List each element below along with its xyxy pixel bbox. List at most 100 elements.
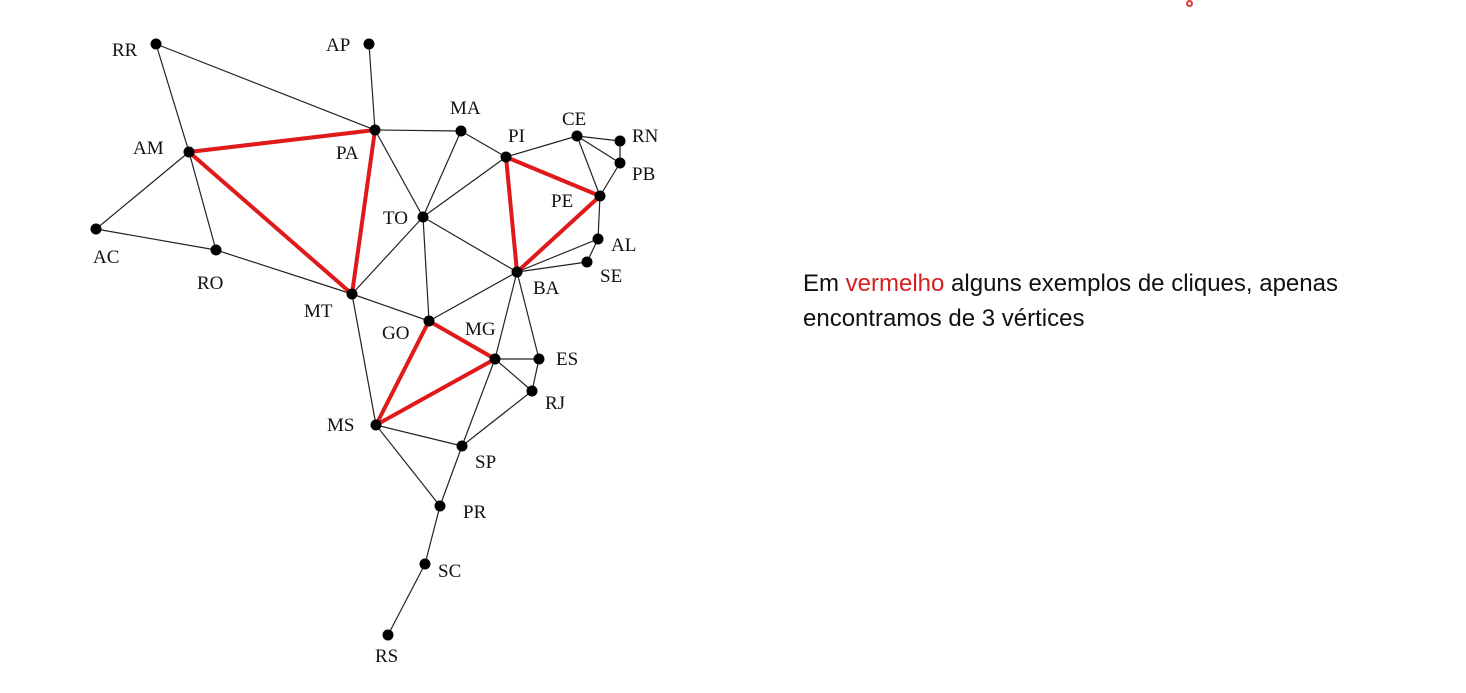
node-es [533,353,545,365]
node-ba [511,266,523,278]
edge-am-ac [95,151,190,230]
edge-ap-pa [368,43,376,131]
node-ap [363,38,375,50]
edge-pi-ce [505,135,578,158]
node-pb [614,157,626,169]
node-label-ro: RO [197,273,223,294]
node-mt [346,288,358,300]
node-label-pb: PB [632,164,655,185]
edge-ro-mt [215,249,353,295]
nodes-layer [90,38,626,641]
clique-edge-pe-ba [515,194,602,274]
edge-sp-pr [439,445,463,507]
edge-to-mt [351,216,424,295]
node-label-go: GO [382,323,409,344]
edge-to-go [422,216,430,322]
edge-rj-sp [461,390,533,447]
node-al [592,233,604,245]
caption-highlight-word: vermelho [845,270,945,297]
edge-pa-ma [374,129,462,132]
node-label-pa: PA [336,143,359,164]
node-sp [456,440,468,452]
node-label-to: TO [383,208,408,229]
edge-pr-sc [424,505,441,565]
edge-rr-am [155,43,190,153]
caption-suffix: alguns exemplos de cliques, apenas encon… [803,270,1338,332]
edge-pa-to [374,129,424,218]
node-pa [369,124,381,136]
node-ms [370,419,382,431]
node-label-ma: MA [450,98,481,119]
clique-edge-pi-pe [504,155,602,198]
edge-to-ba [422,216,518,273]
edge-al-ba [516,238,599,273]
edge-ma-to [422,130,462,218]
node-label-sc: SC [438,561,461,582]
edge-rr-pa [155,43,376,131]
node-rr [150,38,162,50]
node-label-ce: CE [562,109,586,130]
laser-pointer-dot [1186,0,1193,7]
edge-mg-sp [461,358,496,447]
node-label-sp: SP [475,452,496,473]
node-pr [434,500,446,512]
edge-mg-rj [494,358,533,392]
clique-edge-ms-go [374,319,431,427]
node-label-am: AM [133,138,164,159]
node-rn [614,135,626,147]
node-ro [210,244,222,256]
edge-sc-rs [387,563,426,636]
edge-ms-pr [375,424,441,507]
node-label-es: ES [556,349,578,370]
node-label-mt: MT [304,301,333,322]
clique-edges-layer [187,128,602,427]
node-label-mg: MG [465,319,496,340]
node-label-pi: PI [508,126,525,147]
node-ma [455,125,467,137]
edge-ma-pi [460,130,507,158]
node-label-pr: PR [463,502,487,523]
node-to [417,211,429,223]
edge-ms-sp [375,424,463,447]
caption-text: Em vermelho alguns exemplos de cliques, … [803,266,1453,336]
edge-se-ba [516,261,588,273]
node-label-se: SE [600,266,622,287]
node-label-pe: PE [551,191,573,212]
clique-edge-am-pa [187,128,377,154]
caption-prefix: Em [803,270,846,297]
edge-pb-pe [599,162,621,197]
edge-ba-es [516,271,540,360]
clique-edge-mt-am [187,150,354,296]
node-sc [419,558,431,570]
node-label-rs: RS [375,646,398,667]
edge-am-ro [188,151,217,251]
clique-edge-ba-pi [504,155,519,274]
node-label-al: AL [611,235,636,256]
node-rs [382,629,394,641]
edge-pi-to [422,156,507,218]
node-pi [500,151,512,163]
edge-pe-al [597,195,601,240]
clique-edge-go-mg [427,319,497,361]
edge-mt-ms [351,293,377,426]
node-mg [489,353,501,365]
edge-ce-pb [576,135,621,164]
node-label-rj: RJ [545,393,565,414]
node-ac [90,223,102,235]
node-label-ms: MS [327,415,354,436]
node-label-ba: BA [533,278,560,299]
node-pe [594,190,606,202]
edge-ce-pe [576,135,601,197]
edge-ac-ro [95,228,217,251]
edge-mt-go [351,293,430,322]
node-rj [526,385,538,397]
node-label-rn: RN [632,126,659,147]
node-label-ac: AC [93,247,119,268]
labels-layer: RR AP AM PA MA PI CE RN PB PE AL SE BA TO AC RO MT GO MG ES… [93,35,659,667]
node-am [183,146,195,158]
node-label-rr: RR [112,40,138,61]
brazil-states-graph: RR AP AM PA MA PI CE RN PB PE AL SE BA TO AC RO MT GO MG ES… [90,35,659,667]
edge-ce-rn [576,135,621,142]
node-ce [571,130,583,142]
clique-edge-mg-ms [374,357,497,427]
